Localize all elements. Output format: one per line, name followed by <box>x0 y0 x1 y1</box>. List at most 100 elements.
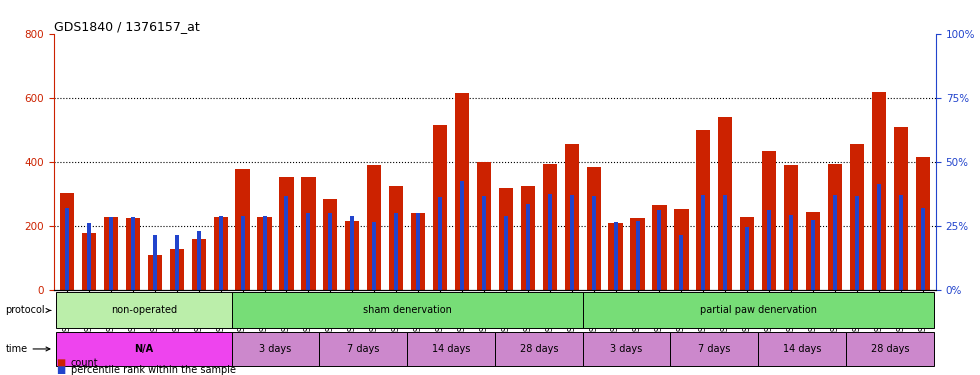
Bar <box>60 193 74 291</box>
Bar <box>740 217 755 291</box>
Bar <box>460 182 464 291</box>
Bar <box>372 222 376 291</box>
Bar <box>789 215 793 291</box>
Bar <box>658 210 662 291</box>
Bar <box>319 332 407 366</box>
Bar <box>833 195 837 291</box>
Bar <box>191 239 206 291</box>
Bar <box>564 144 579 291</box>
Text: 14 days: 14 days <box>783 344 821 354</box>
Bar <box>877 184 881 291</box>
Bar <box>389 186 404 291</box>
Bar <box>613 222 617 291</box>
Text: protocol: protocol <box>6 306 51 315</box>
Text: time: time <box>6 344 50 354</box>
Bar <box>433 125 447 291</box>
Text: 3 days: 3 days <box>260 344 292 354</box>
Bar <box>219 216 222 291</box>
Bar <box>674 209 689 291</box>
Bar <box>745 227 749 291</box>
Bar <box>394 213 398 291</box>
Bar <box>170 249 184 291</box>
Bar <box>153 235 157 291</box>
Bar <box>679 235 683 291</box>
Text: 28 days: 28 days <box>519 344 558 354</box>
Bar <box>328 213 332 291</box>
Text: percentile rank within the sample: percentile rank within the sample <box>71 365 235 375</box>
Bar <box>630 218 645 291</box>
Bar <box>125 218 140 291</box>
Bar <box>65 208 69 291</box>
Bar <box>307 213 311 291</box>
Bar <box>846 332 934 366</box>
Text: partial paw denervation: partial paw denervation <box>700 306 816 315</box>
Text: ■: ■ <box>56 365 65 375</box>
Bar <box>284 196 288 291</box>
Bar <box>609 223 622 291</box>
Text: 14 days: 14 days <box>432 344 470 354</box>
Bar <box>723 195 727 291</box>
Bar <box>407 332 495 366</box>
Bar <box>526 204 530 291</box>
Bar <box>104 217 118 291</box>
Bar <box>482 196 486 291</box>
Bar <box>543 164 557 291</box>
Bar <box>759 332 846 366</box>
Bar <box>915 157 930 291</box>
Bar <box>784 165 799 291</box>
Text: 7 days: 7 days <box>698 344 730 354</box>
Bar <box>411 213 425 291</box>
Bar <box>850 144 864 291</box>
Bar <box>504 216 508 291</box>
Bar <box>583 332 670 366</box>
Text: sham denervation: sham denervation <box>363 306 452 315</box>
Bar <box>231 332 319 366</box>
Bar <box>323 199 337 291</box>
Bar <box>696 130 710 291</box>
Text: N/A: N/A <box>134 344 154 354</box>
Text: GDS1840 / 1376157_at: GDS1840 / 1376157_at <box>54 20 200 33</box>
Bar <box>109 217 113 291</box>
Bar <box>82 233 96 291</box>
Bar <box>56 332 231 366</box>
Bar <box>670 332 759 366</box>
Bar <box>586 167 601 291</box>
Bar <box>520 186 535 291</box>
Bar <box>592 196 596 291</box>
Bar <box>56 292 231 328</box>
Text: non-operated: non-operated <box>111 306 177 315</box>
Bar <box>235 168 250 291</box>
Bar <box>894 127 907 291</box>
Text: 7 days: 7 days <box>347 344 379 354</box>
Bar <box>811 220 815 291</box>
Bar <box>131 217 135 291</box>
Bar <box>231 292 583 328</box>
Bar <box>279 177 294 291</box>
Bar <box>718 117 732 291</box>
Bar <box>569 195 573 291</box>
Bar <box>455 93 469 291</box>
Bar <box>806 212 820 291</box>
Bar <box>263 216 267 291</box>
Bar <box>345 222 360 291</box>
Bar <box>499 188 513 291</box>
Text: 28 days: 28 days <box>870 344 909 354</box>
Bar <box>583 292 934 328</box>
Bar <box>258 217 271 291</box>
Bar <box>350 216 355 291</box>
Bar <box>148 255 162 291</box>
Bar <box>635 222 640 291</box>
Text: 3 days: 3 days <box>611 344 643 354</box>
Text: count: count <box>71 358 98 368</box>
Bar <box>495 332 583 366</box>
Bar <box>438 197 442 291</box>
Bar <box>368 165 381 291</box>
Text: ■: ■ <box>56 358 65 368</box>
Bar <box>702 195 706 291</box>
Bar <box>855 196 858 291</box>
Bar <box>214 217 227 291</box>
Bar <box>653 206 666 291</box>
Bar <box>87 223 91 291</box>
Bar <box>477 162 491 291</box>
Bar <box>197 231 201 291</box>
